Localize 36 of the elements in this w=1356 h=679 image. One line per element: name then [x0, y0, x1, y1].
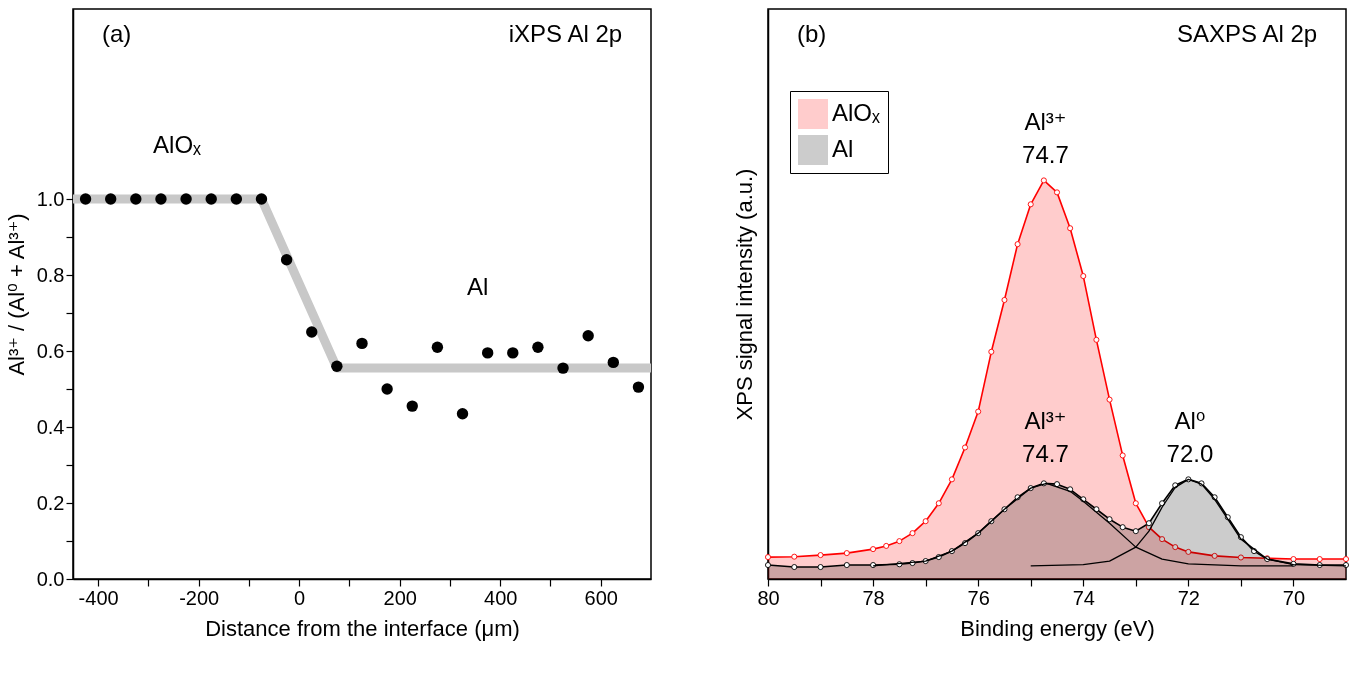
annotation: iXPS Al 2p	[508, 19, 623, 47]
annotation: Al	[466, 273, 489, 301]
y-tick-label: 0.4	[36, 415, 65, 438]
y-tick-label: 1.0	[36, 187, 65, 210]
x-tick-label: 72	[1177, 586, 1200, 609]
legend-label: AlOₓ	[832, 99, 881, 126]
y-tick-label: 0.8	[36, 263, 65, 286]
y-tick-label: 0.2	[36, 491, 65, 514]
x-tick-label: 76	[967, 586, 990, 609]
x-tick-label: 600	[584, 586, 618, 609]
text: (b)	[796, 19, 827, 47]
x-axis-title: Distance from the interface (μm)	[205, 615, 520, 641]
x-tick-label: -200	[179, 586, 220, 609]
text: Al³⁺	[1024, 108, 1067, 135]
annotation: 74.7	[1022, 439, 1069, 467]
x-tick-label: -400	[78, 586, 119, 609]
legend-label: Al	[832, 135, 854, 162]
annotation: AlOₓ	[153, 130, 202, 158]
x-tick-label: 74	[1072, 586, 1095, 609]
y-axis-title: XPS signal intensity (a.u.)	[731, 168, 757, 421]
text: 74.7	[1022, 141, 1069, 169]
annotation: Al³⁺	[1024, 406, 1067, 434]
x-tick-label: 400	[484, 586, 518, 609]
annotation: 72.0	[1166, 439, 1214, 467]
x-tick-label: 70	[1282, 586, 1306, 609]
x-tick-label: 0	[294, 586, 306, 609]
y-tick-label: 0.6	[36, 339, 65, 362]
annotation: (a)	[101, 19, 132, 47]
annotation: Al⁰	[1174, 406, 1206, 434]
x-tick-label: 80	[757, 586, 780, 609]
y-axis-title: Al³⁺ / (Al⁰ + Al³⁺)	[3, 213, 29, 376]
text: SAXPS Al 2p	[1177, 19, 1318, 47]
x-tick-label: 78	[862, 586, 885, 609]
y-tick-label: 0.0	[36, 567, 65, 590]
x-axis-title: Binding energy (eV)	[960, 615, 1155, 641]
x-tick-label: 200	[383, 586, 417, 609]
